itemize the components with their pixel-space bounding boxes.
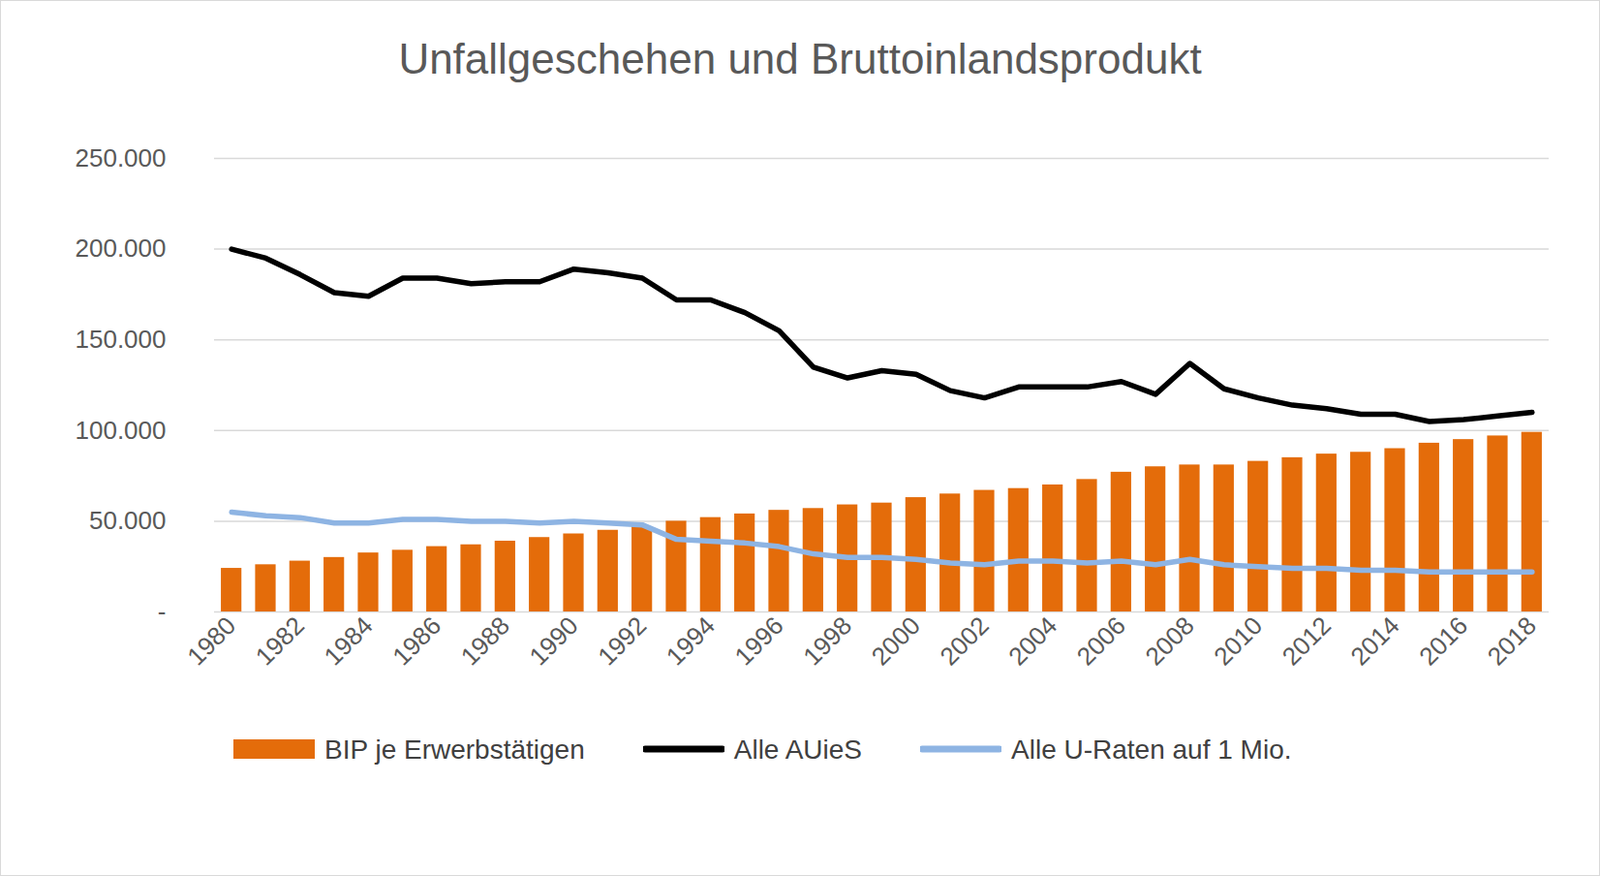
svg-text:1982: 1982 <box>249 610 310 671</box>
svg-text:1988: 1988 <box>455 610 516 671</box>
svg-text:2000: 2000 <box>865 610 926 671</box>
svg-text:2012: 2012 <box>1276 610 1337 671</box>
svg-text:50.000: 50.000 <box>89 505 167 535</box>
svg-text:200.000: 200.000 <box>75 233 167 263</box>
html-text:BIP je Erwerbstätigen: BIP je Erwerbstätigen <box>324 734 585 765</box>
svg-text:100.000: 100.000 <box>75 415 167 445</box>
svg-text:-: - <box>157 596 167 626</box>
svg-text:2016: 2016 <box>1413 610 1474 671</box>
svg-text:1980: 1980 <box>181 610 242 671</box>
html-text:Unfallgeschehen und Bruttoinla: Unfallgeschehen und Bruttoinlandsprodukt <box>398 34 1202 83</box>
svg-text:1992: 1992 <box>591 610 652 671</box>
svg-text:2006: 2006 <box>1071 610 1132 671</box>
svg-text:2002: 2002 <box>934 610 995 671</box>
svg-text:1996: 1996 <box>729 610 790 671</box>
svg-text:1998: 1998 <box>797 610 858 671</box>
svg-text:2018: 2018 <box>1481 610 1542 671</box>
svg-text:2014: 2014 <box>1345 610 1406 671</box>
html-text:Alle AUieS: Alle AUieS <box>733 734 862 765</box>
svg-text:1990: 1990 <box>523 610 585 671</box>
svg-text:1984: 1984 <box>318 610 379 671</box>
svg-text:2010: 2010 <box>1207 610 1268 671</box>
svg-text:2004: 2004 <box>1002 610 1063 671</box>
svg-text:250.000: 250.000 <box>75 143 167 173</box>
svg-text:150.000: 150.000 <box>75 324 167 354</box>
svg-text:1994: 1994 <box>660 610 721 671</box>
svg-text:2008: 2008 <box>1139 610 1200 671</box>
svg-text:1986: 1986 <box>386 610 447 671</box>
html-text:Alle U-Raten auf 1 Mio.: Alle U-Raten auf 1 Mio. <box>1011 734 1292 765</box>
